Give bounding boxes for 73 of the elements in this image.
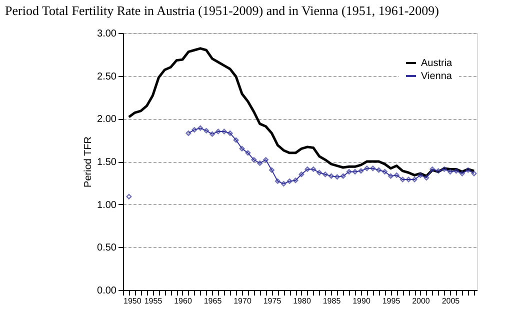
y-tick-label: 0.00 <box>97 286 117 296</box>
x-tick-label: 1965 <box>204 296 222 306</box>
point <box>406 176 412 182</box>
point <box>280 181 286 186</box>
point <box>400 176 406 182</box>
x-tick-label: 1995 <box>382 296 401 306</box>
point <box>227 130 233 136</box>
point <box>442 166 447 172</box>
point <box>382 169 388 174</box>
point <box>340 173 346 179</box>
point <box>286 178 292 184</box>
point <box>204 128 210 134</box>
point <box>448 169 453 174</box>
point <box>471 170 477 176</box>
point <box>376 167 382 173</box>
point <box>298 172 304 178</box>
point <box>358 168 364 174</box>
y-tick-label: 1.50 <box>97 157 117 168</box>
point <box>346 169 352 174</box>
x-tick-label: 1975 <box>263 296 282 306</box>
x-tick-label: 1960 <box>174 296 192 306</box>
x-tick-label: 1980 <box>293 296 312 306</box>
y-tick-label: 2.50 <box>97 71 117 82</box>
point <box>322 172 328 178</box>
point <box>274 178 280 184</box>
point <box>292 178 298 184</box>
point <box>388 173 394 179</box>
point <box>334 174 340 180</box>
point <box>412 176 418 182</box>
point <box>257 160 263 166</box>
y-tick-label: 0.50 <box>97 242 117 254</box>
point <box>186 130 192 136</box>
x-tick-label: 1970 <box>234 296 252 306</box>
point <box>215 128 221 134</box>
x-tick-label: 1955 <box>144 296 163 306</box>
point <box>370 166 376 172</box>
x-tick-label: 1950 <box>124 296 142 306</box>
y-tick-label: 3.00 <box>97 28 117 40</box>
point <box>465 167 471 173</box>
point <box>269 167 274 173</box>
point <box>424 175 430 180</box>
point <box>418 172 424 178</box>
point <box>453 168 459 174</box>
chart-title: Period Total Fertility Rate in Austria (1951-2009) and in Vienna (1951, 1961-2009) <box>5 3 439 18</box>
x-tick-label: 2000 <box>412 296 430 306</box>
x-tick-label: 1985 <box>322 296 342 306</box>
point <box>352 169 358 174</box>
y-tick-label: 2.00 <box>97 114 117 126</box>
y-tick-label: 1.00 <box>97 200 117 211</box>
point <box>263 157 269 163</box>
point <box>394 172 400 178</box>
point <box>436 168 442 174</box>
point <box>364 166 370 172</box>
point <box>459 170 465 176</box>
point <box>239 146 245 152</box>
point <box>198 125 204 131</box>
y-axis-title: Period TFR <box>83 136 94 188</box>
point <box>304 166 310 172</box>
point <box>328 173 334 179</box>
point <box>192 127 198 133</box>
legend-label: Austria <box>421 58 453 69</box>
point <box>233 137 239 143</box>
point <box>245 150 251 156</box>
point <box>310 166 316 172</box>
x-tick-label: 2005 <box>442 296 460 306</box>
point <box>316 170 322 176</box>
x-tick-label: 1990 <box>352 296 371 306</box>
point <box>430 166 436 172</box>
point <box>221 128 227 134</box>
point <box>210 131 215 137</box>
point <box>251 157 257 163</box>
point <box>126 194 132 200</box>
legend-label: Vienna <box>421 71 452 82</box>
